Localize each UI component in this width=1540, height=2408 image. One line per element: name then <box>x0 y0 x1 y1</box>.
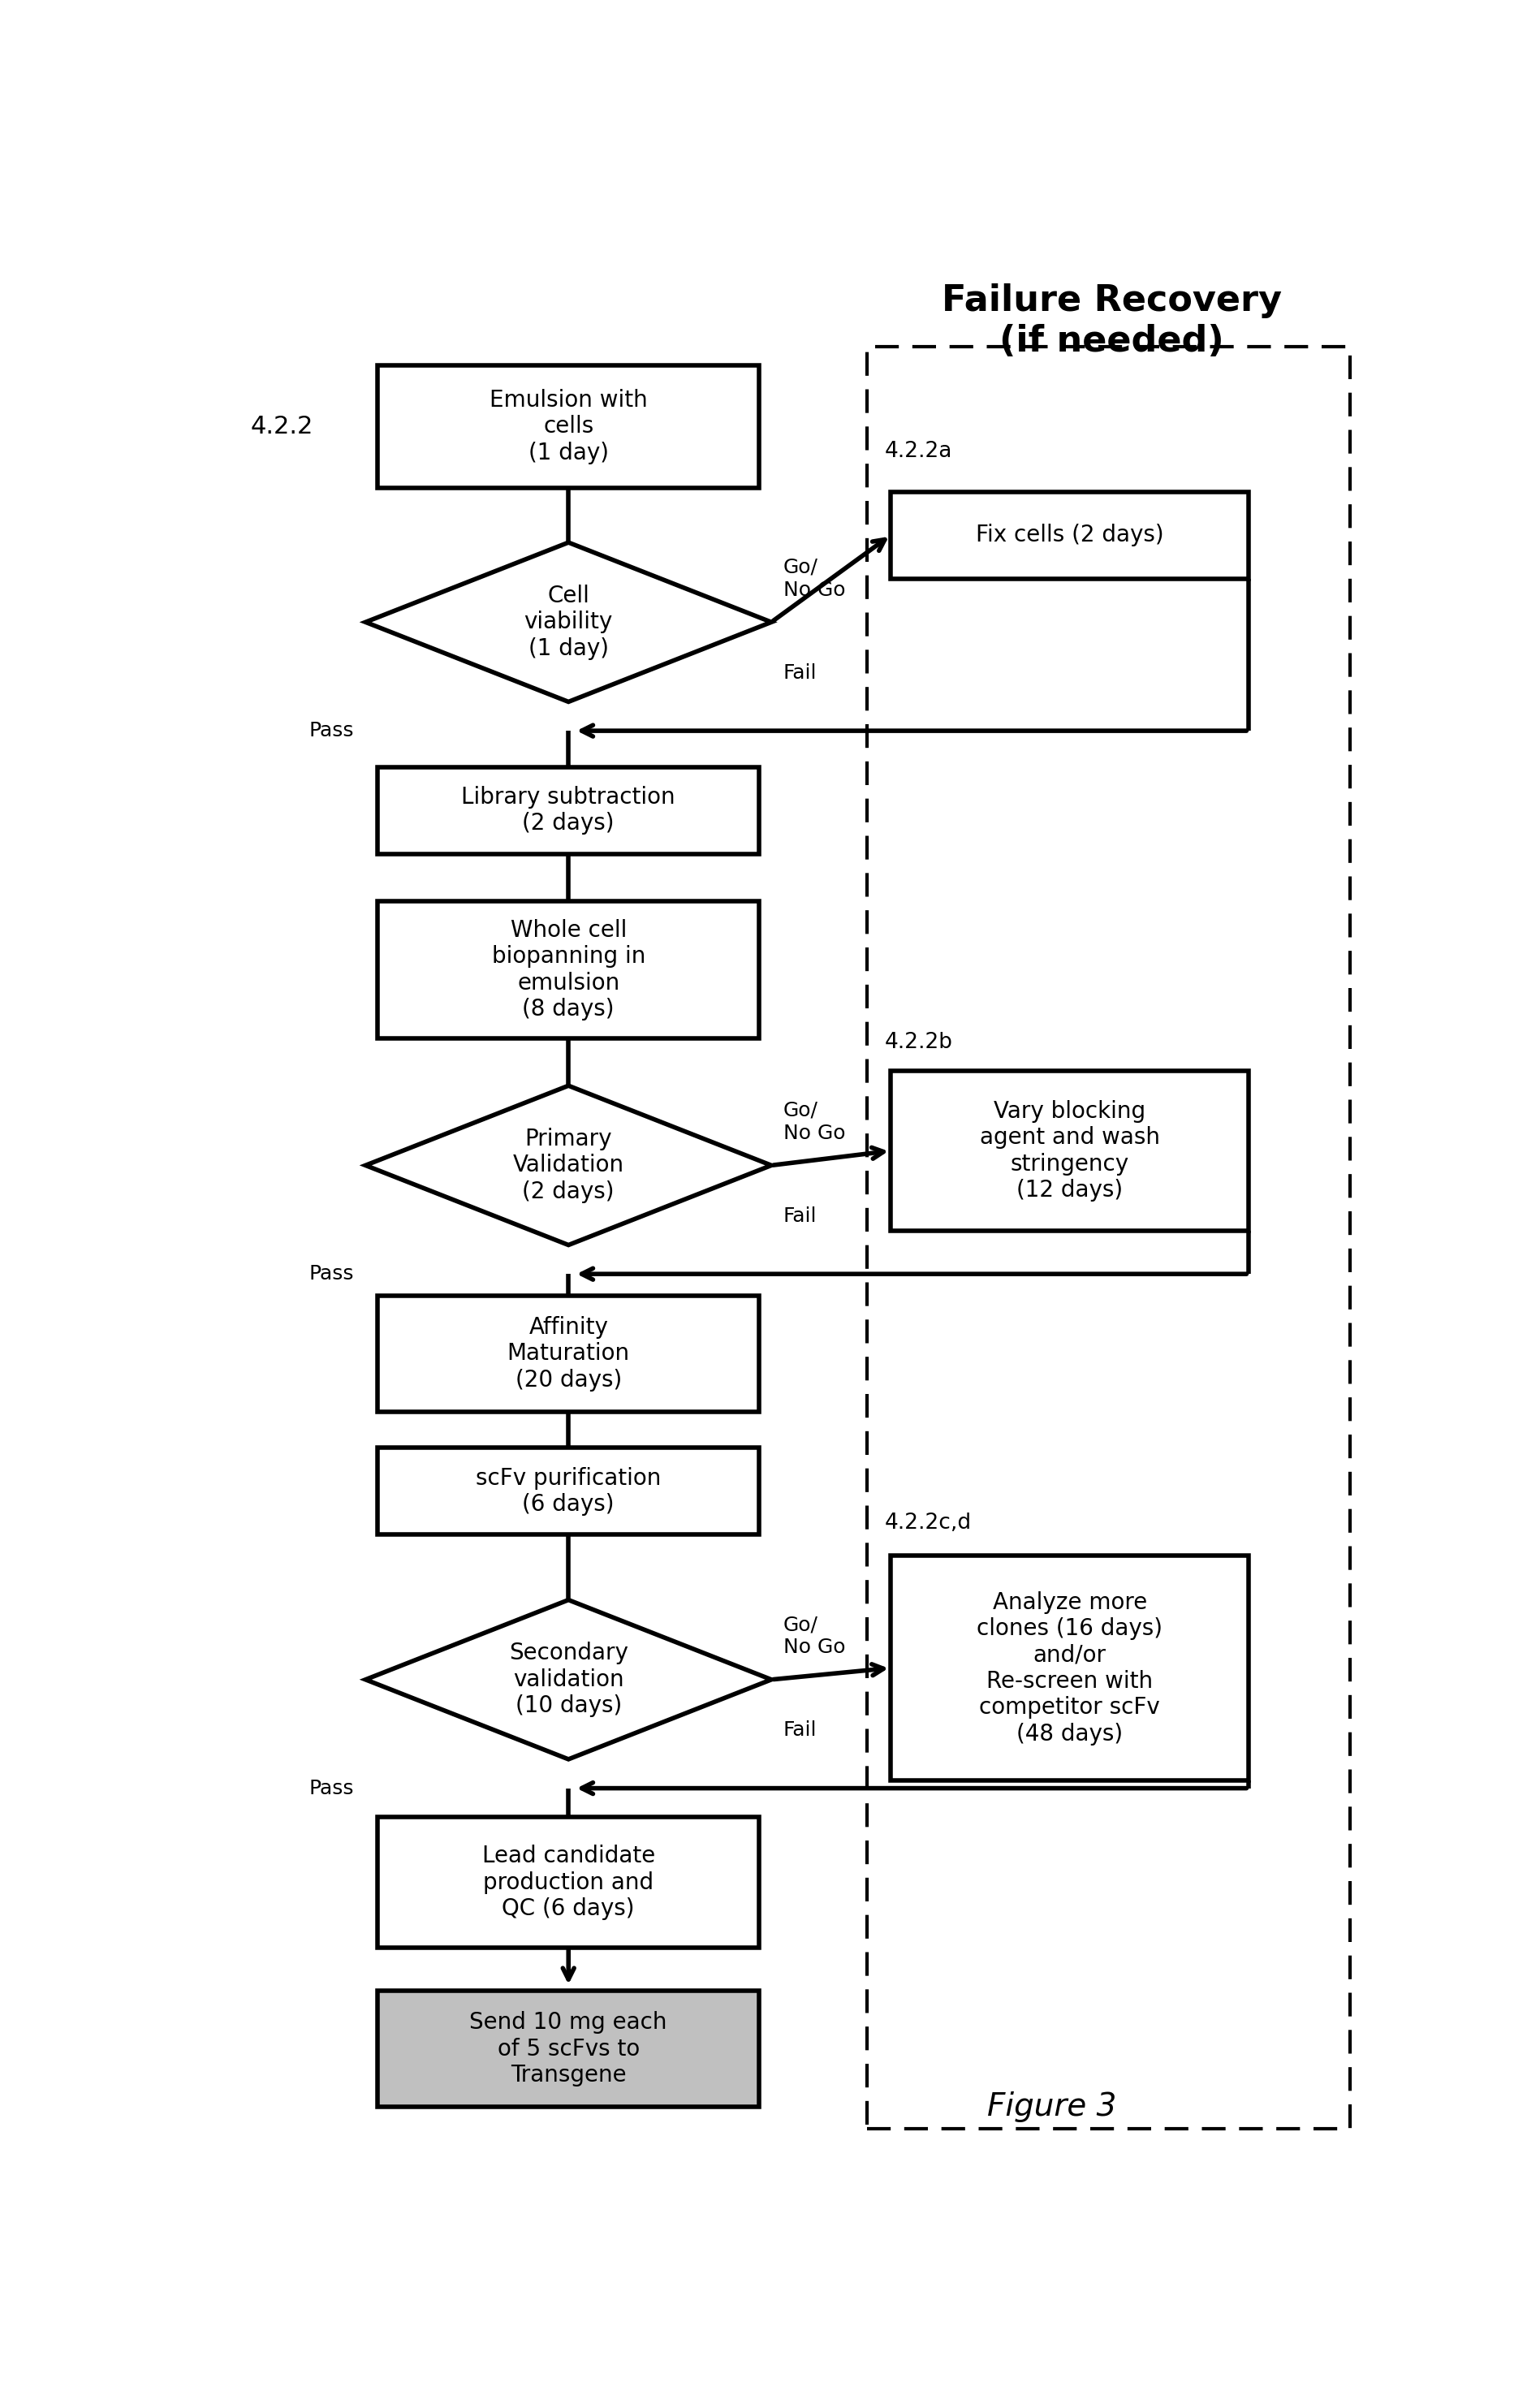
Text: Lead candidate
production and
QC (6 days): Lead candidate production and QC (6 days… <box>482 1845 654 1919</box>
Bar <box>890 491 1249 578</box>
Text: Affinity
Maturation
(20 days): Affinity Maturation (20 days) <box>507 1317 630 1392</box>
Text: 4.2.2: 4.2.2 <box>251 414 314 438</box>
Bar <box>377 901 759 1038</box>
Text: Failure Recovery
(if needed): Failure Recovery (if needed) <box>941 284 1281 359</box>
Text: Go/
No Go: Go/ No Go <box>784 559 845 600</box>
Text: 4.2.2b: 4.2.2b <box>884 1031 953 1052</box>
Text: Go/
No Go: Go/ No Go <box>784 1100 845 1144</box>
Text: Vary blocking
agent and wash
stringency
(12 days): Vary blocking agent and wash stringency … <box>979 1100 1160 1202</box>
Text: Fail: Fail <box>784 1206 818 1226</box>
Bar <box>377 1447 759 1534</box>
Bar <box>377 366 759 489</box>
Bar <box>890 1072 1249 1230</box>
Bar <box>377 1296 759 1411</box>
Text: Fail: Fail <box>784 1722 818 1741</box>
Text: Cell
viability
(1 day): Cell viability (1 day) <box>524 585 613 660</box>
Text: scFv purification
(6 days): scFv purification (6 days) <box>476 1466 661 1515</box>
Text: Pass: Pass <box>308 1780 354 1799</box>
Polygon shape <box>365 1086 772 1245</box>
Bar <box>377 1818 759 1948</box>
Polygon shape <box>365 542 772 701</box>
Bar <box>377 768 759 855</box>
Text: Primary
Validation
(2 days): Primary Validation (2 days) <box>513 1127 624 1204</box>
Bar <box>377 1991 759 2107</box>
Text: Whole cell
biopanning in
emulsion
(8 days): Whole cell biopanning in emulsion (8 day… <box>491 920 645 1021</box>
Text: Go/
No Go: Go/ No Go <box>784 1616 845 1657</box>
Polygon shape <box>365 1599 772 1760</box>
Text: Library subtraction
(2 days): Library subtraction (2 days) <box>462 785 676 836</box>
Text: Fix cells (2 days): Fix cells (2 days) <box>976 525 1164 547</box>
Text: Analyze more
clones (16 days)
and/or
Re-screen with
competitor scFv
(48 days): Analyze more clones (16 days) and/or Re-… <box>976 1592 1163 1746</box>
Bar <box>867 347 1351 2129</box>
Text: Send 10 mg each
of 5 scFvs to
Transgene: Send 10 mg each of 5 scFvs to Transgene <box>470 2011 667 2088</box>
Text: Secondary
validation
(10 days): Secondary validation (10 days) <box>508 1642 628 1717</box>
Bar <box>890 1556 1249 1780</box>
Text: Emulsion with
cells
(1 day): Emulsion with cells (1 day) <box>490 390 647 465</box>
Text: Fail: Fail <box>784 662 818 681</box>
Text: 4.2.2c,d: 4.2.2c,d <box>884 1512 972 1534</box>
Text: Pass: Pass <box>308 1264 354 1283</box>
Text: 4.2.2a: 4.2.2a <box>884 441 952 462</box>
Text: Pass: Pass <box>308 720 354 742</box>
Text: Figure 3: Figure 3 <box>987 2093 1116 2121</box>
